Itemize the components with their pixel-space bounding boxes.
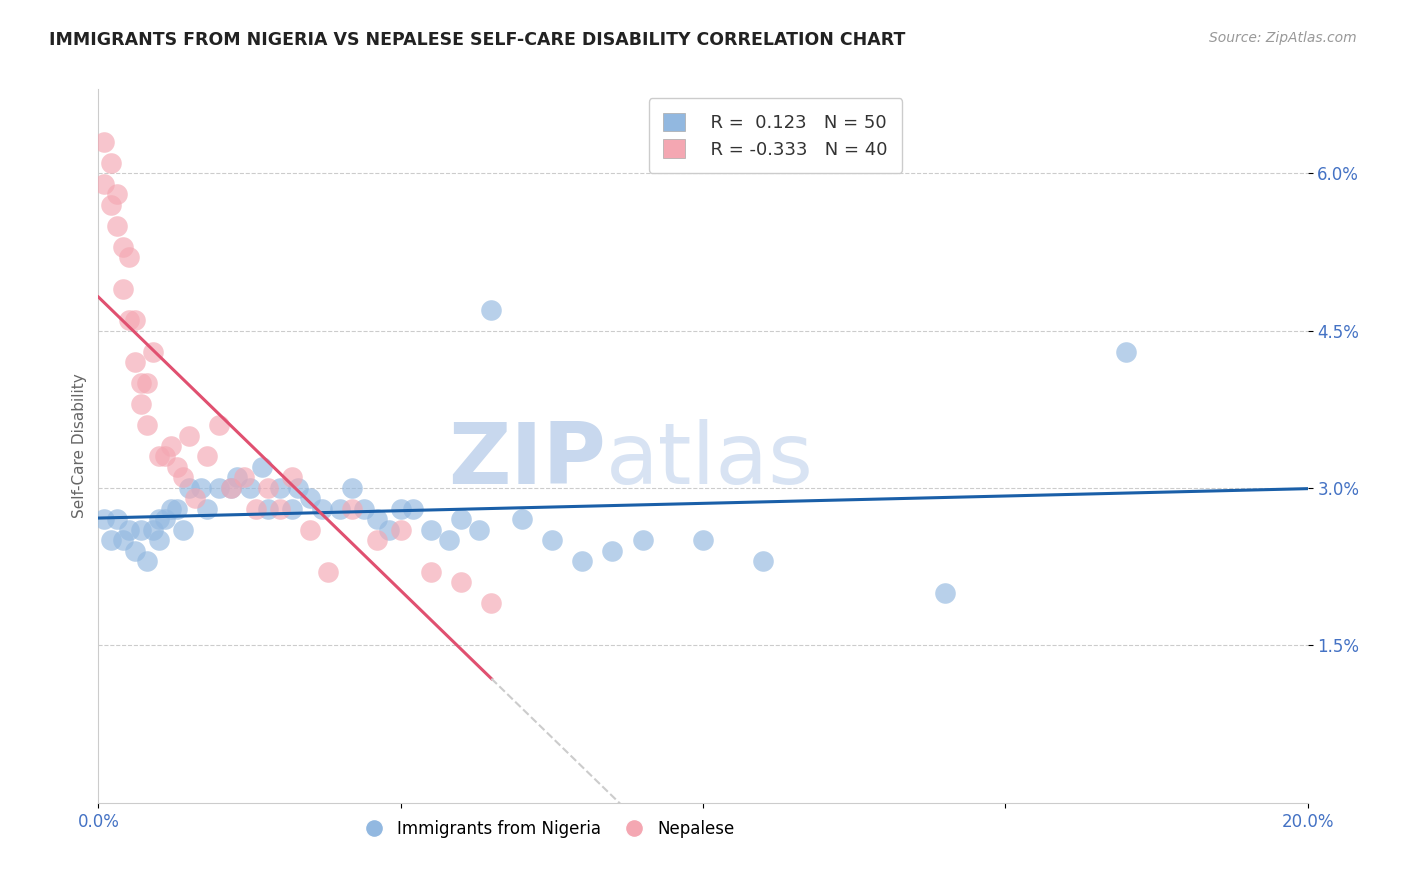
Point [226,470,249,484]
Point [245,502,267,516]
Point [129,523,152,537]
Point [118,523,141,537]
Point [316,565,339,579]
Point [232,470,254,484]
Point [195,450,218,464]
Point [148,533,170,548]
Point [129,397,152,411]
Point [221,481,243,495]
Point [934,586,956,600]
Point [329,502,352,516]
Point [124,355,146,369]
Point [105,187,128,202]
Point [93,512,115,526]
Point [221,481,243,495]
Point [124,313,146,327]
Point [299,523,322,537]
Point [256,481,278,495]
Point [239,481,262,495]
Point [118,250,141,264]
Point [540,533,562,548]
Point [166,460,188,475]
Text: Source: ZipAtlas.com: Source: ZipAtlas.com [1209,31,1357,45]
Point [124,544,146,558]
Point [100,155,122,169]
Text: atlas: atlas [606,418,814,502]
Point [342,502,364,516]
Point [153,450,176,464]
Point [184,491,207,506]
Y-axis label: Self-Care Disability: Self-Care Disability [72,374,87,518]
Point [160,439,183,453]
Point [420,523,443,537]
Point [148,450,170,464]
Point [111,282,134,296]
Point [437,533,460,548]
Point [1115,344,1137,359]
Point [366,512,388,526]
Point [111,533,134,548]
Point [142,523,165,537]
Point [402,502,425,516]
Point [208,417,231,432]
Point [135,417,157,432]
Point [269,502,291,516]
Point [100,533,122,548]
Point [287,481,309,495]
Point [208,481,231,495]
Point [377,523,399,537]
Point [179,481,201,495]
Point [342,481,364,495]
Point [100,197,122,211]
Point [468,523,491,537]
Point [311,502,333,516]
Text: IMMIGRANTS FROM NIGERIA VS NEPALESE SELF-CARE DISABILITY CORRELATION CHART: IMMIGRANTS FROM NIGERIA VS NEPALESE SELF… [49,31,905,49]
Point [281,470,304,484]
Point [153,512,176,526]
Point [190,481,212,495]
Point [172,523,194,537]
Point [166,502,188,516]
Point [450,512,472,526]
Point [135,376,157,390]
Point [481,596,503,610]
Point [389,502,412,516]
Point [148,512,170,526]
Point [692,533,714,548]
Point [256,502,278,516]
Point [602,544,624,558]
Point [129,376,152,390]
Point [135,554,157,568]
Point [450,575,472,590]
Point [93,177,115,191]
Legend: Immigrants from Nigeria, Nepalese: Immigrants from Nigeria, Nepalese [350,814,741,845]
Point [420,565,443,579]
Point [142,344,165,359]
Point [481,302,503,317]
Text: ZIP: ZIP [449,418,606,502]
Point [366,533,388,548]
Point [299,491,322,506]
Point [172,470,194,484]
Point [510,512,533,526]
Point [752,554,775,568]
Point [353,502,375,516]
Point [195,502,218,516]
Point [105,219,128,233]
Point [111,239,134,253]
Point [93,135,115,149]
Point [250,460,273,475]
Point [160,502,183,516]
Point [118,313,141,327]
Point [281,502,304,516]
Point [631,533,654,548]
Point [571,554,593,568]
Point [389,523,412,537]
Point [105,512,128,526]
Point [269,481,291,495]
Point [179,428,201,442]
